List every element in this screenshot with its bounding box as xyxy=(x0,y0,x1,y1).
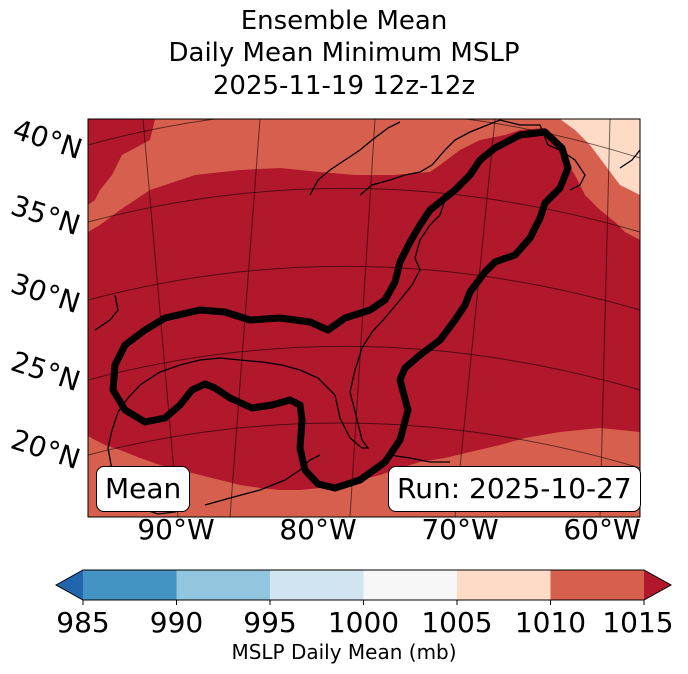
colorbar-tick-990: 990 xyxy=(149,606,204,639)
colorbar-ticks xyxy=(82,600,645,605)
title-line-3: 2025-11-19 12z-12z xyxy=(212,71,476,101)
field-1000-1005 xyxy=(560,119,640,195)
title-line-1: Ensemble Mean xyxy=(240,6,448,36)
pressure-map xyxy=(87,118,641,518)
colorbar-label: MSLP Daily Mean (mb) xyxy=(231,640,457,664)
mean-label-box: Mean xyxy=(96,466,191,512)
colorbar-extend-low xyxy=(56,570,83,600)
run-date-box: Run: 2025-10-27 xyxy=(388,466,641,512)
lon-label-80: 80°W xyxy=(279,513,357,546)
lon-label-70: 70°W xyxy=(421,513,499,546)
colorbar-tick-985: 985 xyxy=(56,606,110,639)
colorbar-bin-985-990 xyxy=(83,570,177,600)
colorbar-bin-1000-1005 xyxy=(363,570,457,600)
colorbar-tick-995: 995 xyxy=(243,606,297,639)
colorbar-bin-995-1000 xyxy=(270,570,364,600)
colorbar-tick-1010: 1010 xyxy=(514,606,587,639)
colorbar-tick-1000: 1000 xyxy=(327,606,400,639)
colorbar-extend-high xyxy=(644,570,671,600)
coastlines xyxy=(94,119,640,515)
contour-1015 xyxy=(109,128,572,492)
map-frame xyxy=(87,118,641,518)
colorbar-bin-1005-1010 xyxy=(457,570,551,600)
colorbar-tick-1005: 1005 xyxy=(421,606,493,639)
colorbar-tick-1015: 1015 xyxy=(602,606,674,639)
lon-label-60: 60°W xyxy=(563,513,641,546)
colorbar-bin-990-995 xyxy=(176,570,270,600)
title-line-2: Daily Mean Minimum MSLP xyxy=(168,38,520,68)
lon-label-90: 90°W xyxy=(137,513,215,546)
colorbar-bin-1010-1015 xyxy=(550,570,644,600)
